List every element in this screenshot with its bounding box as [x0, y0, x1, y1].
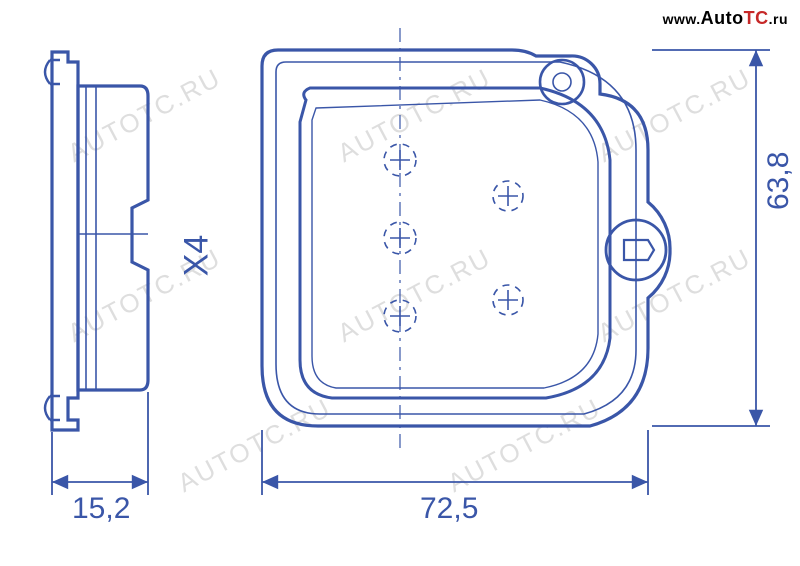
diagram-canvas: AUTOTC.RU AUTOTC.RU AUTOTC.RU AUTOTC.RU … [0, 0, 800, 566]
logo-auto: Auto [701, 8, 744, 28]
front-view-holes [384, 144, 523, 332]
logo-tc: TC [744, 8, 769, 28]
dim-width-value: 72,5 [420, 492, 478, 526]
dim-width [262, 430, 648, 495]
technical-drawing [0, 0, 800, 566]
quantity-label: X4 [177, 235, 216, 277]
logo-prefix: www. [663, 11, 701, 27]
side-view [45, 52, 148, 430]
dim-height-value: 63,8 [762, 152, 796, 210]
front-view [262, 28, 670, 450]
dim-thickness-value: 15,2 [72, 492, 130, 526]
site-logo-watermark: www.AutoTC.ru [663, 8, 788, 29]
logo-suffix: .ru [769, 11, 788, 27]
